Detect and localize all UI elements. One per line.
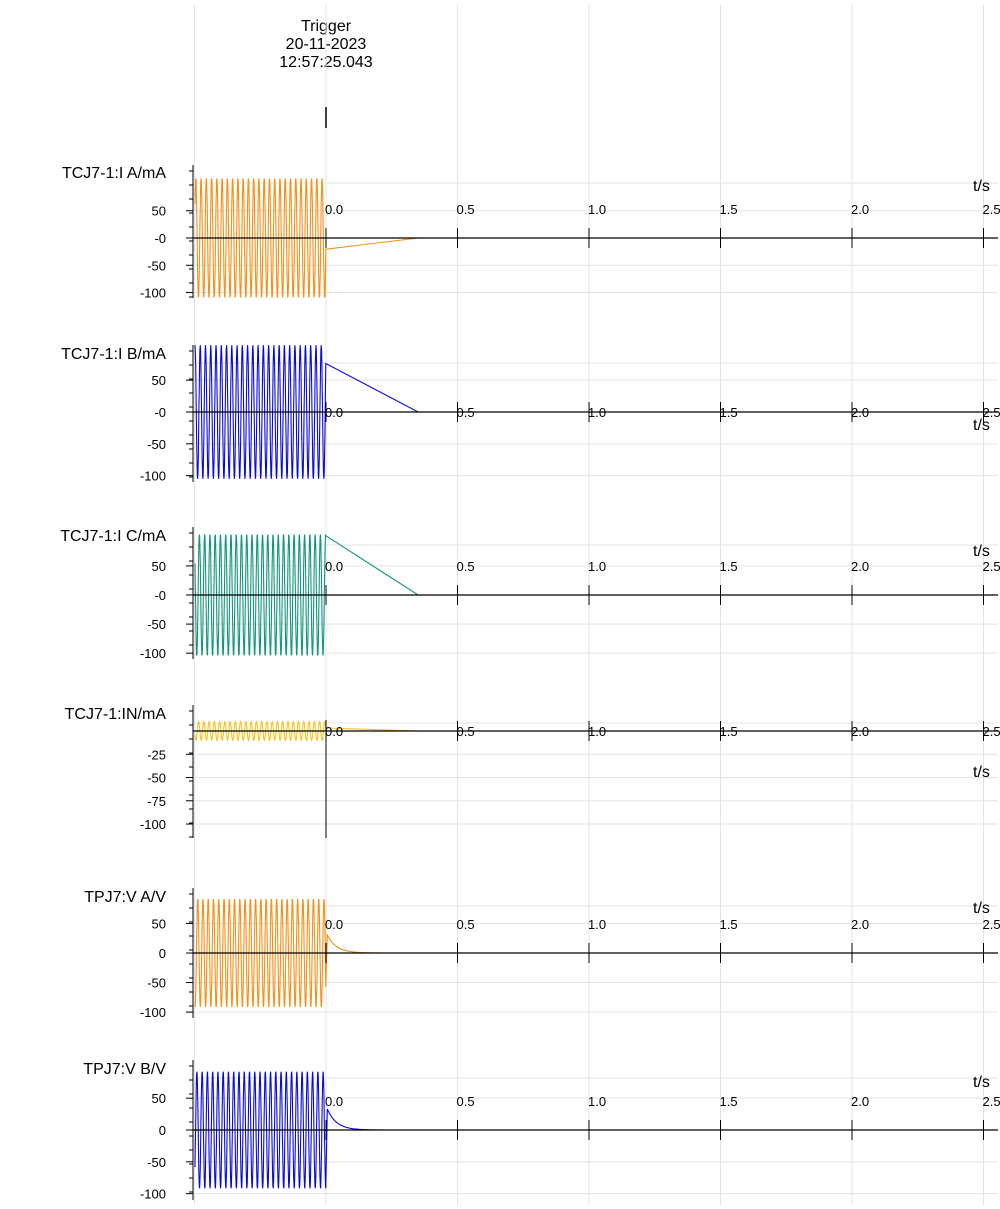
x-tick-label: 1.0 bbox=[588, 202, 606, 217]
x-tick-label: 0.0 bbox=[325, 559, 343, 574]
x-tick-label: 0.5 bbox=[457, 202, 475, 217]
channel-label: TCJ7-1:IN/mA bbox=[65, 706, 167, 723]
x-tick-label: 1.0 bbox=[588, 559, 606, 574]
x-tick-label: 0.0 bbox=[325, 917, 343, 932]
y-tick-label: -0 bbox=[154, 231, 166, 246]
y-tick-label: 0 bbox=[159, 946, 166, 961]
waveform-line bbox=[194, 345, 998, 479]
y-tick-label: 0 bbox=[159, 1123, 166, 1138]
x-tick-label: 2.0 bbox=[851, 559, 869, 574]
x-tick-label: 0.5 bbox=[457, 559, 475, 574]
x-tick-label: 0.5 bbox=[457, 724, 475, 739]
x-axis-label: t/s bbox=[973, 178, 990, 195]
x-tick-label: 2.5 bbox=[983, 917, 1000, 932]
x-tick-label: 2.0 bbox=[851, 202, 869, 217]
x-tick-label: 0.5 bbox=[457, 405, 475, 420]
y-tick-label: -100 bbox=[140, 817, 166, 832]
y-tick-label: -0 bbox=[154, 588, 166, 603]
y-tick-label: -25 bbox=[147, 747, 166, 762]
waveform-line bbox=[194, 720, 998, 742]
x-tick-label: 2.0 bbox=[851, 405, 869, 420]
y-tick-label: -50 bbox=[147, 437, 166, 452]
x-tick-label: 1.5 bbox=[720, 1094, 738, 1109]
y-tick-label: -100 bbox=[140, 646, 166, 661]
x-tick-label: 2.5 bbox=[983, 405, 1000, 420]
y-tick-label: -50 bbox=[147, 976, 166, 991]
x-axis-label: t/s bbox=[973, 417, 990, 434]
x-axis-label: t/s bbox=[973, 543, 990, 560]
x-tick-label: 1.0 bbox=[588, 917, 606, 932]
y-tick-label: -100 bbox=[140, 1187, 166, 1202]
waveform-line bbox=[194, 178, 998, 298]
x-tick-label: 0.5 bbox=[457, 917, 475, 932]
x-tick-label: 2.5 bbox=[983, 1094, 1000, 1109]
x-tick-label: 0.0 bbox=[325, 724, 343, 739]
x-tick-label: 2.0 bbox=[851, 724, 869, 739]
x-tick-label: 2.0 bbox=[851, 1094, 869, 1109]
channel-label: TCJ7-1:I C/mA bbox=[60, 528, 166, 545]
waveform-line bbox=[194, 534, 998, 656]
y-tick-label: -100 bbox=[140, 469, 166, 484]
y-tick-label: 50 bbox=[152, 204, 166, 219]
y-tick-label: -50 bbox=[147, 617, 166, 632]
x-axis-label: t/s bbox=[973, 1074, 990, 1091]
y-tick-label: -0 bbox=[154, 405, 166, 420]
waveform-line bbox=[194, 898, 998, 1008]
channel-label: TCJ7-1:I A/mA bbox=[62, 165, 166, 182]
y-tick-label: 50 bbox=[152, 373, 166, 388]
y-tick-label: -75 bbox=[147, 794, 166, 809]
x-tick-label: 2.5 bbox=[983, 202, 1000, 217]
x-tick-label: 1.5 bbox=[720, 917, 738, 932]
x-tick-label: 1.0 bbox=[588, 724, 606, 739]
y-tick-label: -50 bbox=[147, 258, 166, 273]
y-tick-label: -50 bbox=[147, 771, 166, 786]
x-tick-label: 0.0 bbox=[325, 1094, 343, 1109]
x-tick-label: 0.0 bbox=[325, 202, 343, 217]
x-tick-label: 1.5 bbox=[720, 724, 738, 739]
x-tick-label: 1.5 bbox=[720, 202, 738, 217]
x-tick-label: 1.0 bbox=[588, 1094, 606, 1109]
y-tick-label: -100 bbox=[140, 286, 166, 301]
x-tick-label: 2.0 bbox=[851, 917, 869, 932]
x-tick-label: 0.5 bbox=[457, 1094, 475, 1109]
y-tick-label: 50 bbox=[152, 1091, 166, 1106]
y-tick-label: 50 bbox=[152, 916, 166, 931]
waveform-line bbox=[194, 1071, 998, 1189]
channel-label: TPJ7:V B/V bbox=[83, 1061, 166, 1078]
y-tick-label: 50 bbox=[152, 559, 166, 574]
x-tick-label: 2.5 bbox=[983, 724, 1000, 739]
x-tick-label: 1.5 bbox=[720, 559, 738, 574]
x-tick-label: 2.5 bbox=[983, 559, 1000, 574]
channel-label: TCJ7-1:I B/mA bbox=[61, 346, 166, 363]
x-axis-label: t/s bbox=[973, 900, 990, 917]
x-tick-label: 1.5 bbox=[720, 405, 738, 420]
x-tick-label: 1.0 bbox=[588, 405, 606, 420]
x-tick-label: 0.0 bbox=[325, 405, 343, 420]
y-tick-label: -100 bbox=[140, 1005, 166, 1020]
x-axis-label: t/s bbox=[973, 764, 990, 781]
channel-label: TPJ7:V A/V bbox=[84, 889, 166, 906]
y-tick-label: -50 bbox=[147, 1155, 166, 1170]
